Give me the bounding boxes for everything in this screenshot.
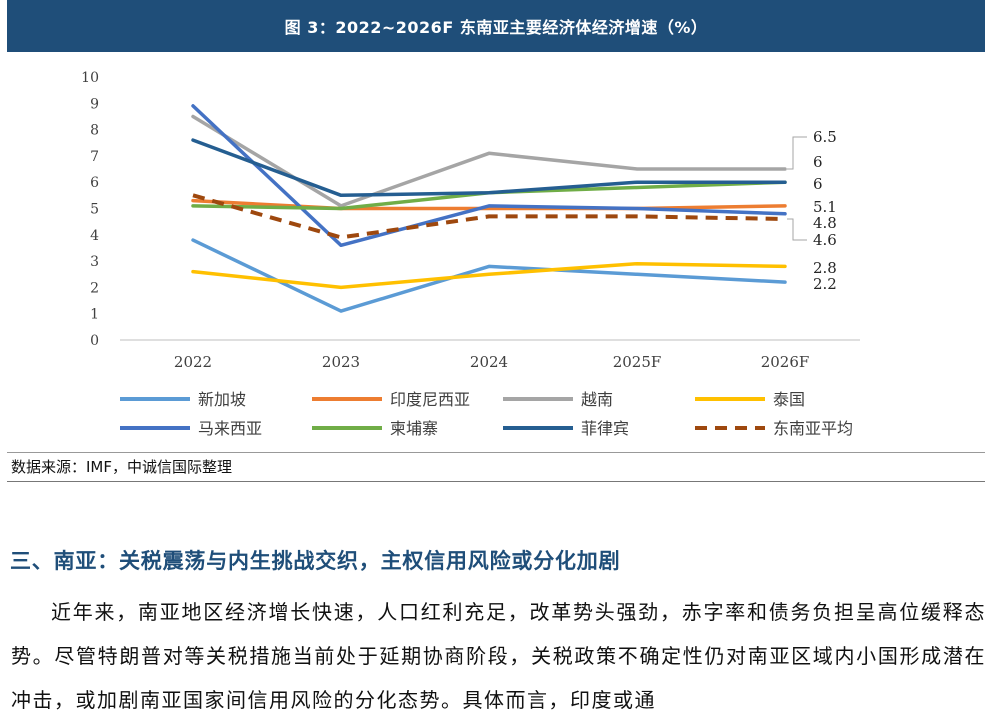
source-note: 数据来源：IMF，中诚信国际整理 <box>7 452 985 482</box>
y-tick-label: 7 <box>90 149 99 165</box>
legend-label: 新加坡 <box>198 390 246 409</box>
line-chart: 0 1 2 3 4 5 6 7 8 9 10 2022 2023 2024 2025F 2026F 2.2 5.… <box>81 70 860 438</box>
paragraph-text: 近年来，南亚地区经济增长快速，人口红利充足，改革势头强劲，赤字率和债务负担呈高位… <box>11 600 986 712</box>
y-tick-label: 0 <box>90 333 99 349</box>
end-label: 5.1 <box>813 198 837 216</box>
leader-line <box>787 218 807 241</box>
y-tick-label: 5 <box>90 202 99 218</box>
end-label: 2.8 <box>813 259 837 277</box>
series-line <box>191 138 787 198</box>
y-tick-label: 2 <box>90 280 99 296</box>
y-tick-label: 3 <box>90 254 99 270</box>
end-label: 6.5 <box>813 128 837 146</box>
end-label: 6 <box>813 175 823 193</box>
y-tick-label: 6 <box>90 175 99 191</box>
legend-label: 菲律宾 <box>581 419 629 438</box>
x-tick-label: 2026F <box>761 353 810 371</box>
series-layer <box>191 104 787 313</box>
end-label: 4.6 <box>813 231 837 249</box>
series-line <box>191 198 787 211</box>
axes-layer: 0 1 2 3 4 5 6 7 8 9 10 2022 2023 2024 2025F 2026F <box>81 70 860 371</box>
end-label: 6 <box>813 153 823 171</box>
y-tick-label: 10 <box>81 70 99 86</box>
end-labels-layer: 2.2 5.1 6.5 2.8 4.8 6 6 4.6 <box>787 128 837 293</box>
legend-label: 柬埔寨 <box>390 419 438 438</box>
end-label: 4.8 <box>813 214 837 232</box>
legend-label: 东南亚平均 <box>773 419 853 438</box>
x-tick-label: 2025F <box>613 353 662 371</box>
series-line <box>191 261 787 290</box>
y-tick-label: 1 <box>90 307 99 323</box>
end-label: 2.2 <box>813 275 837 293</box>
series-line <box>191 104 787 248</box>
chart-area: 0 1 2 3 4 5 6 7 8 9 10 2022 2023 2024 2025F 2026F 2.2 5.… <box>0 52 993 452</box>
legend-label: 马来西亚 <box>198 419 262 438</box>
series-line <box>192 193 786 240</box>
x-tick-label: 2023 <box>322 353 360 371</box>
section-heading: 三、南亚：关税震荡与内生挑战交织，主权信用风险或分化加剧 <box>10 549 621 573</box>
x-tick-label: 2022 <box>174 353 212 371</box>
leader-line <box>787 136 807 170</box>
y-tick-label: 9 <box>90 96 99 112</box>
body-paragraph: 近年来，南亚地区经济增长快速，人口红利充足，改革势头强劲，赤字率和债务负担呈高位… <box>11 590 986 722</box>
y-tick-label: 8 <box>90 123 99 139</box>
figure-title-bar: 图 3：2022~2026F 东南亚主要经济体经济增速（%） <box>7 0 985 52</box>
figure-title: 图 3：2022~2026F 东南亚主要经济体经济增速（%） <box>284 18 708 37</box>
legend-label: 泰国 <box>773 390 805 409</box>
y-tick-label: 4 <box>90 228 99 244</box>
series-line <box>191 238 787 313</box>
x-tick-label: 2024 <box>470 353 508 371</box>
source-text: 数据来源：IMF，中诚信国际整理 <box>11 458 232 476</box>
legend-label: 越南 <box>581 390 613 409</box>
legend-label: 印度尼西亚 <box>390 390 470 409</box>
